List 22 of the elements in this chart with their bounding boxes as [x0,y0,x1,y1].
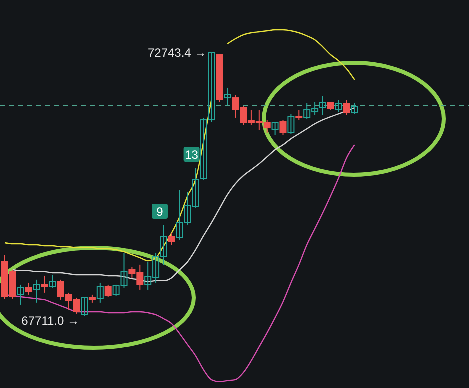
candlestick [81,296,88,316]
candlestick [96,282,104,304]
annotation: 72743.4 → [148,46,207,60]
candlestick [280,120,287,136]
annotation: 13 [185,148,199,162]
candlestick [335,100,342,113]
candlestick [168,232,176,246]
candlestick [25,282,32,296]
annotation: 67711.0 → [22,314,80,328]
candlestick [41,275,48,294]
candlestick [17,284,24,306]
candlestick [343,100,350,116]
candlestick [224,87,232,106]
candlestick [351,102,358,115]
annotation: 9 [156,204,164,219]
candlestick [288,114,295,134]
candlestick [272,122,279,136]
candlestick [33,279,40,304]
candlestick [49,274,56,288]
candlestick [320,95,326,116]
candlestick [104,284,112,298]
candlestick [296,109,303,121]
